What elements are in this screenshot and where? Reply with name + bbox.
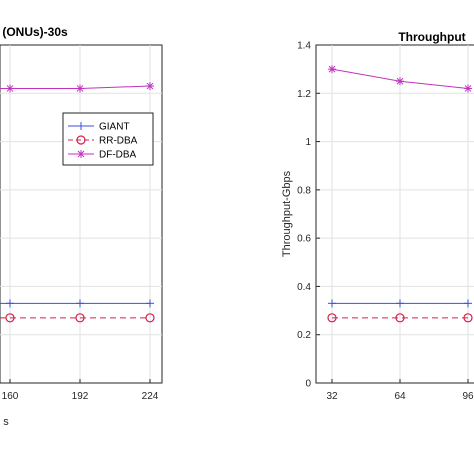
left-x-ticks: 160 192 224 [2, 379, 159, 402]
left-point-rr-dba-3 [145, 313, 155, 323]
legend-entry-rr-dba: RR-DBA [68, 135, 138, 147]
left-chart-title: s (ONUs)-30s [0, 25, 68, 39]
left-series [0, 82, 155, 323]
right-plot-area [315, 44, 474, 384]
right-x-tick-label: 64 [394, 391, 406, 402]
right-point-rr-dba-1 [395, 313, 405, 323]
right-point-df-dba-0 [328, 65, 336, 74]
legend-label: DF-DBA [99, 150, 137, 161]
legend-marker [77, 150, 85, 158]
left-point-giant-1 [6, 299, 14, 308]
right-point-rr-dba-2 [463, 313, 473, 323]
right-y-tick-label: 0 [305, 379, 311, 390]
right-y-tick-label: 0.8 [297, 185, 311, 196]
right-y-axis-label: Throughput-Gbps [281, 170, 293, 257]
legend-label: RR-DBA [99, 136, 138, 147]
left-point-df-dba-1 [6, 84, 14, 93]
right-series [327, 65, 473, 323]
legend-marker [77, 122, 85, 130]
left-point-df-dba-2 [76, 84, 84, 93]
legend-label: GIANT [99, 122, 130, 133]
right-point-giant-2 [464, 299, 472, 308]
right-y-tick-label: 1.2 [297, 89, 311, 100]
right-point-rr-dba-0 [327, 313, 337, 323]
right-x-tick-label: 96 [462, 391, 474, 402]
left-series-line-df-dba [0, 85, 151, 89]
left-point-df-dba-3 [146, 82, 154, 91]
right-y-tick-label: 0.6 [297, 234, 311, 245]
right-chart: 32 64 96 0 0.2 0.4 0.6 0.8 1 1.2 1.4 Throughput T… [281, 30, 474, 402]
right-point-df-dba-1 [396, 77, 404, 86]
right-point-giant-1 [396, 299, 404, 308]
left-point-rr-dba-1 [5, 313, 15, 323]
right-grid [316, 45, 474, 383]
legend-marker [76, 135, 86, 145]
legend-entry-df-dba: DF-DBA [68, 150, 137, 161]
left-x-tick-label: 160 [2, 391, 19, 402]
legend-entry-giant: GIANT [68, 122, 130, 133]
left-grid [0, 45, 162, 383]
right-point-df-dba-2 [464, 84, 472, 93]
left-point-giant-2 [76, 299, 84, 308]
left-x-tick-label: 192 [72, 391, 89, 402]
legend: GIANT RR-DBA DF-DBA [62, 112, 154, 166]
right-x-tick-label: 32 [326, 391, 338, 402]
left-point-giant-3 [146, 299, 154, 308]
right-y-tick-label: 1 [305, 137, 311, 148]
right-point-giant-0 [328, 299, 336, 308]
left-x-axis-label: s [3, 416, 9, 428]
right-y-ticks: 0 0.2 0.4 0.6 0.8 1 1.2 1.4 [297, 41, 320, 390]
left-plot-area [0, 44, 163, 384]
right-y-tick-label: 0.4 [297, 282, 311, 293]
left-x-tick-label: 224 [142, 391, 159, 402]
left-chart: 160 192 224 s (ONUs)-30s s GIANT RR-DBA DF-D… [0, 25, 163, 428]
right-x-ticks: 32 64 96 [326, 379, 474, 402]
right-y-tick-label: 1.4 [297, 41, 311, 52]
right-chart-title: Throughput [398, 30, 465, 44]
left-point-rr-dba-2 [75, 313, 85, 323]
right-y-tick-label: 0.2 [297, 330, 311, 341]
